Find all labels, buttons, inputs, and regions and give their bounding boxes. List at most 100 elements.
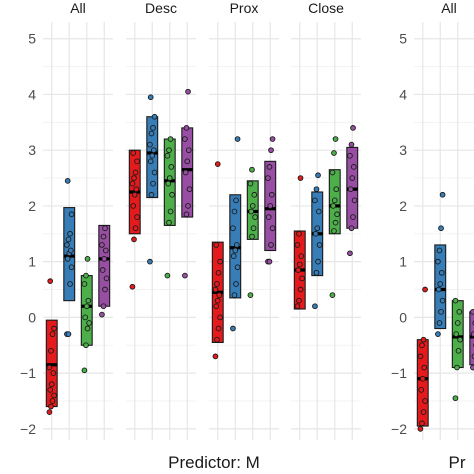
data-point xyxy=(351,197,358,204)
data-point xyxy=(417,426,424,432)
data-point xyxy=(85,297,92,304)
data-point xyxy=(248,208,255,215)
data-point xyxy=(131,236,137,243)
data-point xyxy=(419,375,426,382)
data-point xyxy=(329,169,336,176)
data-point xyxy=(348,141,355,148)
facet-desc: Desc xyxy=(126,0,196,440)
data-point xyxy=(234,136,241,142)
data-point xyxy=(417,353,424,360)
data-point xyxy=(51,325,57,332)
data-point xyxy=(435,258,441,265)
data-point xyxy=(298,253,305,259)
data-point xyxy=(46,409,53,415)
data-point xyxy=(65,236,72,243)
data-point xyxy=(214,281,220,287)
data-point xyxy=(439,191,446,198)
data-point xyxy=(230,253,237,259)
data-point xyxy=(316,242,323,248)
data-point xyxy=(132,169,139,176)
box-group xyxy=(211,161,224,360)
box-group xyxy=(451,297,464,402)
y-tick-label: 0 xyxy=(28,309,36,325)
data-point xyxy=(185,88,191,95)
y-tick-label: 5 xyxy=(28,31,36,47)
data-point xyxy=(234,264,241,271)
data-point xyxy=(419,342,425,349)
data-point xyxy=(100,303,107,310)
data-point xyxy=(452,395,459,402)
data-point xyxy=(215,325,222,332)
data-point xyxy=(147,94,154,101)
data-point xyxy=(315,258,321,265)
data-point xyxy=(332,219,339,226)
data-point xyxy=(64,256,71,262)
data-point xyxy=(147,258,153,265)
box-group xyxy=(311,172,324,310)
data-point xyxy=(103,275,110,282)
data-point xyxy=(455,347,462,354)
box-group xyxy=(328,136,341,298)
x-axis-title: Pr xyxy=(449,453,466,472)
data-point xyxy=(266,258,273,265)
data-point xyxy=(164,272,171,279)
data-point xyxy=(419,420,425,427)
data-point xyxy=(134,214,140,220)
data-point xyxy=(47,278,54,285)
facet-strip-label: Desc xyxy=(145,0,177,16)
data-point xyxy=(312,303,318,310)
facet-strip-label: All xyxy=(70,0,86,16)
data-point xyxy=(230,225,236,232)
data-point xyxy=(213,303,220,310)
data-point xyxy=(331,150,337,156)
data-point xyxy=(454,364,460,371)
data-point xyxy=(99,267,106,273)
data-point xyxy=(296,230,302,237)
data-point xyxy=(165,180,172,187)
data-point xyxy=(67,230,73,237)
data-point xyxy=(420,409,427,415)
data-point xyxy=(249,233,255,240)
data-point xyxy=(422,398,428,404)
data-point xyxy=(68,211,75,218)
data-point xyxy=(418,386,425,393)
data-point xyxy=(233,242,240,248)
data-point xyxy=(131,191,138,198)
data-point xyxy=(268,147,274,154)
data-point xyxy=(265,175,271,181)
data-point xyxy=(214,336,220,343)
y-tick-label: 1 xyxy=(399,254,407,270)
data-point xyxy=(233,281,239,287)
data-point xyxy=(294,242,301,248)
data-point xyxy=(182,169,189,176)
data-point xyxy=(216,292,223,298)
data-point xyxy=(214,161,221,167)
data-point xyxy=(247,180,254,187)
data-point xyxy=(437,281,444,287)
data-point xyxy=(99,311,105,318)
data-point xyxy=(150,180,156,187)
facet-strip-label: All xyxy=(441,0,457,16)
box-group xyxy=(181,88,194,279)
data-point xyxy=(217,258,223,265)
box-group xyxy=(346,125,359,257)
data-point xyxy=(438,308,444,315)
data-point xyxy=(102,225,108,232)
data-point xyxy=(151,169,158,176)
data-point xyxy=(83,272,89,279)
box-group xyxy=(229,136,242,332)
box-group xyxy=(293,175,306,310)
data-point xyxy=(213,242,220,248)
box-group xyxy=(98,224,111,318)
data-point xyxy=(129,180,136,187)
data-point xyxy=(230,325,236,332)
facet-all: All xyxy=(414,0,474,440)
data-point xyxy=(102,247,109,254)
y-tick-label: −1 xyxy=(391,365,407,381)
data-point xyxy=(48,403,54,410)
data-point xyxy=(83,342,89,349)
data-point xyxy=(332,136,339,142)
box-group xyxy=(80,256,93,374)
data-point xyxy=(436,247,443,254)
